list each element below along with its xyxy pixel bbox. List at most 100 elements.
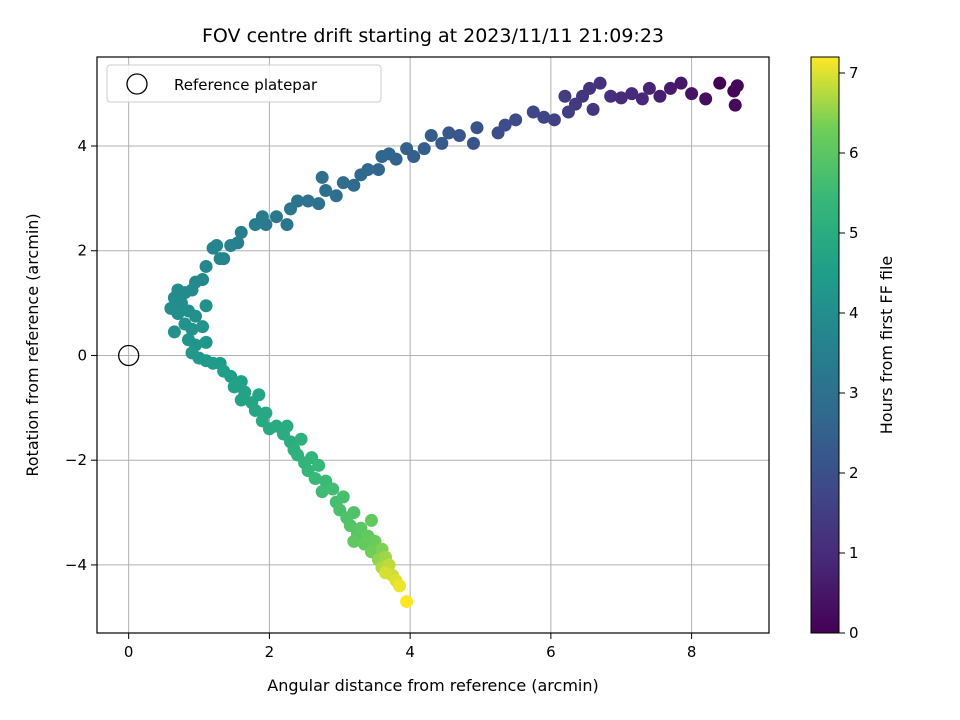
data-point-79 xyxy=(196,320,210,334)
colorbar-tick-label-6: 6 xyxy=(849,144,859,162)
data-point-111 xyxy=(308,472,322,486)
x-tick-label-1: 2 xyxy=(265,643,275,661)
data-point-22 xyxy=(537,110,551,124)
data-point-45 xyxy=(319,184,333,198)
data-point-95 xyxy=(252,388,266,402)
legend-marker-reference xyxy=(126,73,148,95)
data-point-52 xyxy=(269,210,283,224)
data-point-77 xyxy=(167,325,181,339)
colorbar: 0 1 2 3 4 5 6 7 Hours from first FF file xyxy=(810,56,896,642)
data-point-24 xyxy=(509,113,523,127)
legend-box xyxy=(106,64,382,103)
y-tick-label-4: 4 xyxy=(77,137,87,155)
data-point-19 xyxy=(558,89,572,103)
data-point-43 xyxy=(336,176,350,190)
data-point-8 xyxy=(653,89,667,103)
scatter-points xyxy=(118,76,744,609)
data-point-42 xyxy=(347,178,361,192)
data-point-58 xyxy=(224,239,238,253)
data-point-63 xyxy=(199,259,213,273)
reference-platepar-marker xyxy=(118,344,140,367)
data-point-44 xyxy=(329,189,343,203)
y-axis-label: Rotation from reference (arcmin) xyxy=(23,213,42,476)
data-point-89 xyxy=(224,369,238,383)
data-point-72 xyxy=(171,307,185,321)
data-point-82 xyxy=(199,335,213,349)
data-point-50 xyxy=(284,202,298,216)
data-point-41 xyxy=(354,168,368,182)
data-point-123 xyxy=(347,534,361,548)
data-point-55 xyxy=(248,218,262,232)
data-point-47 xyxy=(312,197,326,211)
data-point-35 xyxy=(400,142,414,156)
data-point-32 xyxy=(424,129,438,143)
y-tick-label-0: −4 xyxy=(65,556,87,574)
y-tick-label-1: −2 xyxy=(65,451,87,469)
data-point-4 xyxy=(699,92,713,106)
data-point-119 xyxy=(347,506,361,520)
legend-entry-reference: Reference platepar xyxy=(174,76,318,94)
data-point-0 xyxy=(713,76,727,90)
data-point-56 xyxy=(234,225,248,239)
data-point-105 xyxy=(294,432,308,446)
data-point-11 xyxy=(625,87,639,101)
data-point-125 xyxy=(364,513,378,527)
data-point-38 xyxy=(371,163,385,177)
x-tick-label-4: 8 xyxy=(687,643,697,661)
data-point-21 xyxy=(547,113,561,127)
x-tick-label-0: 0 xyxy=(124,643,134,661)
data-point-12 xyxy=(614,91,628,105)
data-point-75 xyxy=(199,299,213,313)
data-point-29 xyxy=(452,129,466,143)
data-point-46 xyxy=(315,170,329,184)
data-point-96 xyxy=(248,403,262,417)
colorbar-tick-label-5: 5 xyxy=(849,224,859,242)
colorbar-gradient xyxy=(810,56,840,634)
colorbar-label: Hours from first FF file xyxy=(877,256,896,435)
data-point-30 xyxy=(442,126,456,140)
data-point-27 xyxy=(470,121,484,135)
data-point-20 xyxy=(561,105,575,119)
data-point-5 xyxy=(685,87,699,101)
x-axis-label: Angular distance from reference (arcmin) xyxy=(267,676,598,695)
plot-frame xyxy=(96,56,770,634)
data-point-138 xyxy=(400,595,414,609)
data-point-17 xyxy=(586,102,600,116)
y-tick-label-3: 2 xyxy=(77,242,87,260)
data-point-62 xyxy=(213,252,227,266)
data-point-31 xyxy=(435,136,449,150)
chart-title: FOV centre drift starting at 2023/11/11 … xyxy=(202,25,664,47)
data-point-91 xyxy=(227,380,241,394)
data-point-116 xyxy=(336,490,350,504)
data-point-7 xyxy=(663,81,677,95)
data-point-23 xyxy=(526,105,540,119)
colorbar-tick-label-1: 1 xyxy=(849,544,859,562)
axis-ticks: 0 2 4 6 8 −4 −2 0 2 4 xyxy=(65,137,696,661)
data-point-6 xyxy=(674,76,688,90)
data-point-135 xyxy=(379,566,393,580)
data-point-28 xyxy=(466,136,480,150)
data-point-137 xyxy=(393,579,407,593)
colorbar-tick-label-0: 0 xyxy=(849,624,859,642)
colorbar-tick-label-4: 4 xyxy=(849,304,859,322)
data-point-10 xyxy=(635,92,649,106)
data-point-14 xyxy=(593,76,607,90)
data-point-26 xyxy=(491,126,505,140)
x-tick-label-3: 6 xyxy=(546,643,556,661)
data-point-9 xyxy=(642,81,656,95)
data-point-3 xyxy=(728,98,742,112)
data-point-74 xyxy=(189,309,203,323)
data-point-93 xyxy=(234,393,248,407)
data-point-39 xyxy=(375,149,389,163)
data-point-102 xyxy=(280,419,294,433)
data-point-51 xyxy=(280,218,294,232)
colorbar-tick-label-3: 3 xyxy=(849,384,859,402)
data-point-113 xyxy=(315,485,329,499)
legend: Reference platepar xyxy=(106,64,382,103)
data-point-33 xyxy=(417,142,431,156)
colorbar-tick-label-7: 7 xyxy=(849,64,859,82)
colorbar-ticks: 0 1 2 3 4 5 6 7 xyxy=(839,64,859,642)
colorbar-tick-label-2: 2 xyxy=(849,464,859,482)
data-point-78 xyxy=(185,322,199,336)
